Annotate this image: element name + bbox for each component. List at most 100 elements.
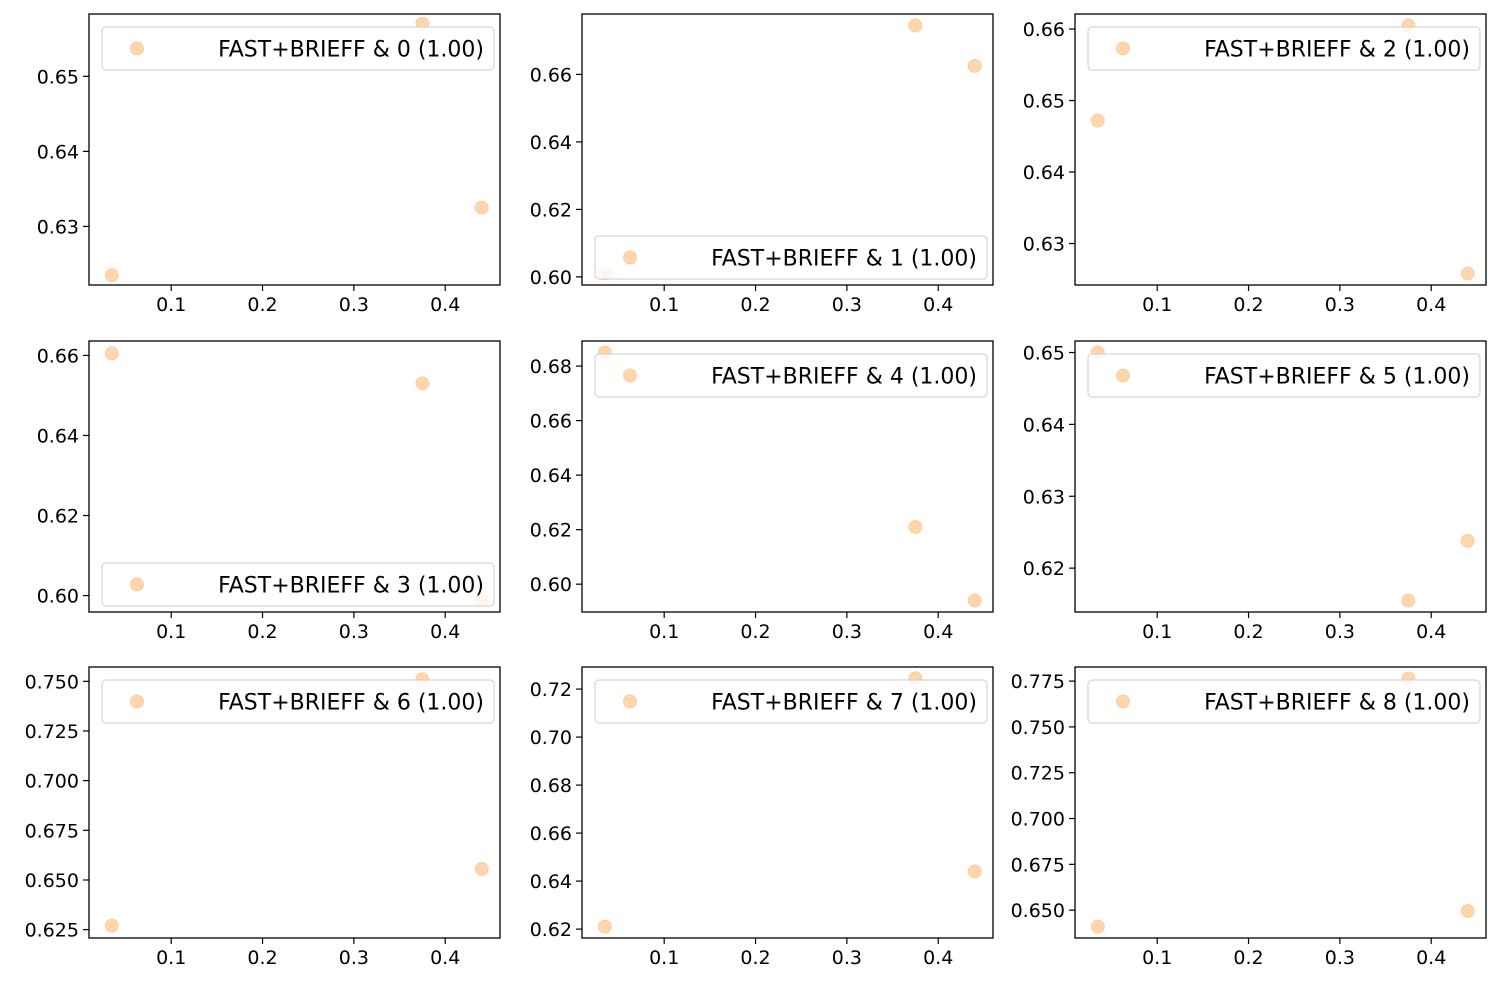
subplot-6: 0.1 0.2 0.3 0.4 0.625 0.650 0.675 0.700 0.725 0.7… [25,666,501,969]
x-tick-label: 0.3 [1325,294,1355,316]
data-point [1401,593,1416,608]
data-point [967,593,982,608]
y-tick-label: 0.625 [25,920,79,942]
y-tick-label: 0.62 [530,520,572,542]
axes-frame [1074,13,1487,286]
x-tick-label: 0.2 [1233,294,1263,316]
legend-box [1087,353,1481,398]
x-tick-label: 0.2 [247,947,277,969]
legend-label: FAST+BRIEFF & 0 (1.00) [218,38,484,63]
y-tick-label: 0.72 [530,679,572,701]
legend-box [594,679,988,724]
legend-marker [1116,368,1130,383]
x-tick-label: 0.4 [1416,294,1446,316]
legend: FAST+BRIEFF & 6 (1.00) [101,679,495,724]
x-tick-label: 0.3 [339,621,369,643]
x-tick-label: 0.2 [247,294,277,316]
y-tick-label: 0.64 [37,425,79,447]
subplot-2: 0.1 0.2 0.3 0.4 0.63 0.64 0.65 0.66 FAST+BRIEFF … [1023,13,1487,316]
y-tick-label: 0.68 [530,356,572,378]
y-tick-label: 0.65 [1023,343,1065,365]
x-tick-label: 0.1 [1142,294,1172,316]
x-tick-label: 0.3 [1325,947,1355,969]
y-tick-label: 0.62 [37,506,79,528]
legend: FAST+BRIEFF & 8 (1.00) [1087,679,1481,724]
y-tick-label: 0.63 [1023,486,1065,508]
x-tick-label: 0.3 [339,947,369,969]
x-tick-label: 0.3 [832,947,862,969]
legend-marker [130,694,144,709]
y-tick-label: 0.66 [1023,19,1065,41]
y-tick-label: 0.66 [530,411,572,433]
x-tick-label: 0.1 [156,294,186,316]
x-tick-label: 0.4 [923,294,953,316]
x-tick-label: 0.4 [430,294,460,316]
y-tick-label: 0.65 [1023,91,1065,113]
y-tick-label: 0.64 [1023,162,1065,184]
axes-frame [1074,666,1487,939]
legend-marker [1116,41,1130,56]
y-tick-label: 0.66 [530,823,572,845]
data-point [104,268,119,283]
legend-box [101,26,495,71]
legend: FAST+BRIEFF & 7 (1.00) [594,679,988,724]
y-tick-label: 0.750 [25,671,79,693]
x-tick-label: 0.3 [1325,621,1355,643]
subplot-7: 0.1 0.2 0.3 0.4 0.62 0.64 0.66 0.68 0.70 0.72 FAST… [530,666,994,969]
x-tick-label: 0.2 [740,621,770,643]
subplot-8: 0.1 0.2 0.3 0.4 0.650 0.675 0.700 0.725 0.750 0.7… [1011,666,1487,969]
x-tick-label: 0.2 [1233,621,1263,643]
data-point [908,519,923,534]
y-tick-label: 0.65 [37,66,79,88]
y-tick-label: 0.725 [1011,763,1065,785]
legend-label: FAST+BRIEFF & 8 (1.00) [1204,691,1470,716]
data-point [1460,533,1475,548]
y-tick-label: 0.68 [530,775,572,797]
legend-label: FAST+BRIEFF & 2 (1.00) [1204,38,1470,63]
legend: FAST+BRIEFF & 0 (1.00) [101,26,495,71]
y-tick-label: 0.62 [530,919,572,941]
subplot-0: 0.1 0.2 0.3 0.4 0.63 0.64 0.65 FAST+BRIEFF & 0 … [37,13,501,316]
data-point [104,346,119,361]
x-tick-label: 0.1 [649,621,679,643]
data-point [1090,113,1105,128]
x-tick-label: 0.3 [832,294,862,316]
x-tick-label: 0.1 [649,947,679,969]
y-tick-label: 0.775 [1011,671,1065,693]
axes-frame [1074,340,1487,613]
legend-label: FAST+BRIEFF & 7 (1.00) [711,691,977,716]
data-point [415,376,430,391]
data-point [474,862,489,877]
y-tick-label: 0.62 [530,199,572,221]
y-tick-label: 0.64 [37,141,79,163]
subplot-3: 0.1 0.2 0.3 0.4 0.60 0.62 0.64 0.66 FAST+BRIEFF … [37,340,501,643]
x-tick-label: 0.2 [740,294,770,316]
subplot-5: 0.1 0.2 0.3 0.4 0.62 0.63 0.64 0.65 FAST+BRIEFF … [1023,340,1487,643]
data-point [104,918,119,933]
legend-marker [623,694,637,709]
legend: FAST+BRIEFF & 2 (1.00) [1087,26,1481,71]
y-tick-label: 0.66 [37,345,79,367]
y-tick-label: 0.63 [1023,234,1065,256]
x-tick-label: 0.4 [430,621,460,643]
y-tick-label: 0.70 [530,727,572,749]
y-tick-label: 0.60 [530,267,572,289]
x-tick-label: 0.4 [430,947,460,969]
axes-frame [581,340,994,613]
data-point [967,864,982,879]
data-point [1090,919,1105,934]
legend-marker [130,577,144,592]
y-tick-label: 0.64 [530,465,572,487]
y-tick-label: 0.750 [1011,717,1065,739]
legend-box [1087,679,1481,724]
x-tick-label: 0.1 [1142,621,1172,643]
x-tick-label: 0.2 [740,947,770,969]
y-tick-label: 0.725 [25,721,79,743]
legend-label: FAST+BRIEFF & 5 (1.00) [1204,365,1470,390]
y-tick-label: 0.700 [1011,809,1065,831]
legend-label: FAST+BRIEFF & 4 (1.00) [711,365,977,390]
y-tick-label: 0.700 [25,771,79,793]
legend-label: FAST+BRIEFF & 6 (1.00) [218,691,484,716]
subplot-4: 0.1 0.2 0.3 0.4 0.60 0.62 0.64 0.66 0.68 FAST+BRI… [530,340,994,643]
